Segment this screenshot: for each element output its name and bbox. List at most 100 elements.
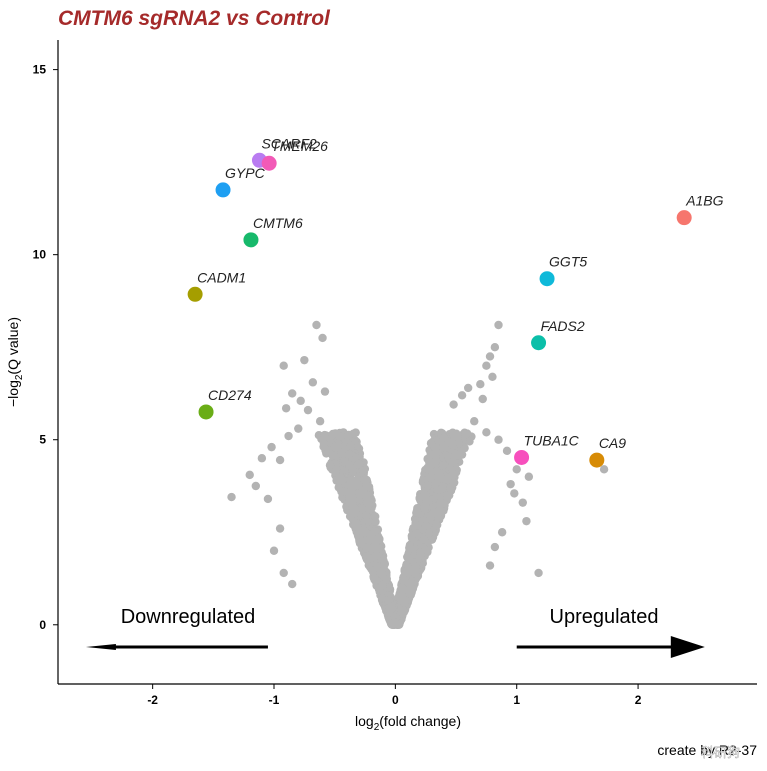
background-point: [345, 450, 354, 459]
x-ticks: -2 -1 0 1 2: [147, 684, 642, 707]
x-tick-label: 1: [513, 693, 520, 707]
background-point: [449, 479, 458, 488]
background-point: [275, 524, 285, 533]
background-point: [512, 465, 521, 474]
background-point: [398, 606, 407, 615]
background-point: [358, 504, 367, 514]
background-point: [269, 546, 279, 555]
background-point: [454, 439, 463, 448]
background-point: [355, 490, 364, 500]
gene-label-a1bg: A1BG: [685, 193, 723, 209]
background-point: [439, 433, 448, 442]
gene-label-tmem26: TMEM26: [271, 138, 328, 154]
background-point: [437, 474, 446, 483]
background-point: [354, 481, 363, 490]
background-points: [227, 320, 609, 629]
x-axis-label: log2(fold change): [355, 713, 461, 733]
gene-label-gypc: GYPC: [225, 165, 266, 181]
background-point: [398, 583, 407, 592]
x-tick-label: -1: [269, 693, 280, 707]
background-point: [318, 333, 327, 343]
background-point: [227, 492, 236, 502]
background-point: [378, 580, 387, 590]
background-point: [336, 432, 346, 441]
background-point: [482, 428, 491, 437]
background-point: [470, 417, 479, 426]
background-point: [494, 435, 503, 444]
gene-point-cd274: [198, 404, 214, 420]
background-point: [362, 475, 371, 485]
background-point: [347, 484, 357, 493]
gene-point-ggt5: [539, 271, 555, 287]
background-point: [345, 512, 355, 521]
background-point: [358, 537, 367, 546]
background-point: [320, 387, 330, 396]
background-point: [369, 574, 379, 583]
background-point: [346, 476, 355, 485]
downregulated-label: Downregulated: [121, 606, 256, 628]
background-point: [387, 604, 397, 613]
background-point: [439, 461, 448, 470]
background-point: [288, 579, 297, 589]
background-point: [485, 561, 495, 570]
background-point: [448, 471, 457, 480]
y-axis-label: −log2(Q value): [5, 317, 25, 407]
background-point: [384, 596, 393, 605]
background-point: [380, 559, 389, 568]
background-point: [438, 507, 447, 516]
y-tick-label: 0: [39, 618, 46, 632]
background-point: [502, 446, 512, 456]
background-point: [345, 460, 354, 470]
background-point: [490, 542, 500, 552]
background-point: [522, 516, 531, 526]
background-point: [455, 450, 464, 459]
background-point: [447, 440, 457, 449]
background-point: [331, 468, 340, 477]
background-point: [391, 618, 400, 628]
background-point: [457, 391, 467, 400]
footer-credit: create by R2-37: [657, 742, 757, 758]
background-point: [308, 378, 318, 387]
background-point: [294, 424, 303, 433]
background-point: [372, 551, 381, 560]
x-tick-label: 0: [392, 693, 399, 707]
background-point: [419, 535, 429, 544]
background-point: [426, 513, 435, 522]
background-point: [403, 552, 412, 562]
background-point: [245, 470, 254, 480]
background-point: [324, 446, 333, 455]
background-point: [497, 528, 507, 537]
gene-point-a1bg: [676, 210, 692, 226]
background-point: [257, 454, 267, 463]
gene-point-tuba1c: [514, 449, 530, 465]
x-tick-label: 2: [635, 693, 642, 707]
background-point: [343, 431, 352, 440]
background-point: [354, 459, 364, 469]
background-point: [438, 484, 447, 493]
background-point: [312, 320, 321, 330]
background-point: [405, 543, 414, 553]
background-point: [412, 506, 422, 516]
gene-point-gypc: [215, 182, 231, 198]
gene-label-fads2: FADS2: [541, 318, 585, 334]
background-point: [376, 567, 386, 576]
y-tick-label: 5: [39, 433, 46, 447]
gene-label-tuba1c: TUBA1C: [524, 432, 580, 448]
background-point: [518, 498, 527, 507]
background-point: [411, 566, 421, 576]
background-point: [421, 521, 430, 530]
background-point: [320, 430, 329, 440]
background-point: [463, 383, 473, 393]
gene-point-cmtm6: [243, 232, 259, 248]
background-point: [315, 417, 325, 426]
background-point: [524, 472, 534, 481]
background-point: [431, 455, 441, 464]
background-point: [362, 511, 371, 521]
background-point: [510, 489, 519, 498]
background-point: [485, 352, 495, 361]
gene-label-cadm1: CADM1: [197, 269, 246, 285]
background-point: [399, 598, 409, 607]
background-point: [488, 372, 497, 382]
